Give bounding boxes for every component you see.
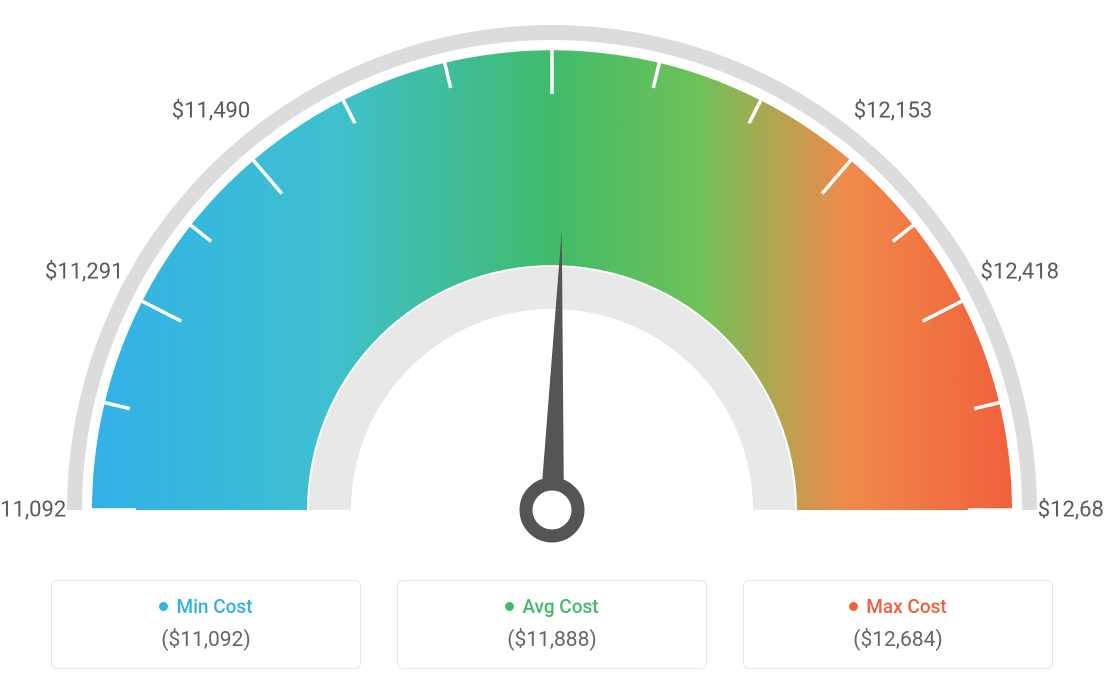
legend-label: Min Cost xyxy=(176,595,252,618)
gauge-tick-label: $11,291 xyxy=(45,259,124,284)
legend-label: Avg Cost xyxy=(522,595,598,618)
legend-value: ($12,684) xyxy=(754,628,1042,652)
legend-card: Max Cost ($12,684) xyxy=(743,580,1053,669)
gauge-svg xyxy=(0,0,1104,560)
legend-card: Min Cost ($11,092) xyxy=(51,580,361,669)
legend-title: Max Cost xyxy=(849,595,946,618)
legend-dot-icon xyxy=(505,602,514,611)
cost-gauge: $11,092$11,291$11,490$11,888$12,153$12,4… xyxy=(0,0,1104,560)
legend-card: Avg Cost ($11,888) xyxy=(397,580,707,669)
gauge-tick-label: $11,490 xyxy=(172,98,251,123)
legend-title: Min Cost xyxy=(159,595,252,618)
gauge-tick-label: $12,684 xyxy=(1038,498,1104,523)
gauge-tick-label: $12,153 xyxy=(854,98,933,123)
legend-label: Max Cost xyxy=(866,595,946,618)
gauge-tick-label: $11,092 xyxy=(0,498,66,523)
gauge-tick-label: $12,418 xyxy=(981,259,1060,284)
legend-row: Min Cost ($11,092) Avg Cost ($11,888) Max Co… xyxy=(0,580,1104,669)
legend-value: ($11,092) xyxy=(62,628,350,652)
legend-value: ($11,888) xyxy=(408,628,696,652)
legend-dot-icon xyxy=(849,602,858,611)
legend-dot-icon xyxy=(159,602,168,611)
legend-title: Avg Cost xyxy=(505,595,598,618)
